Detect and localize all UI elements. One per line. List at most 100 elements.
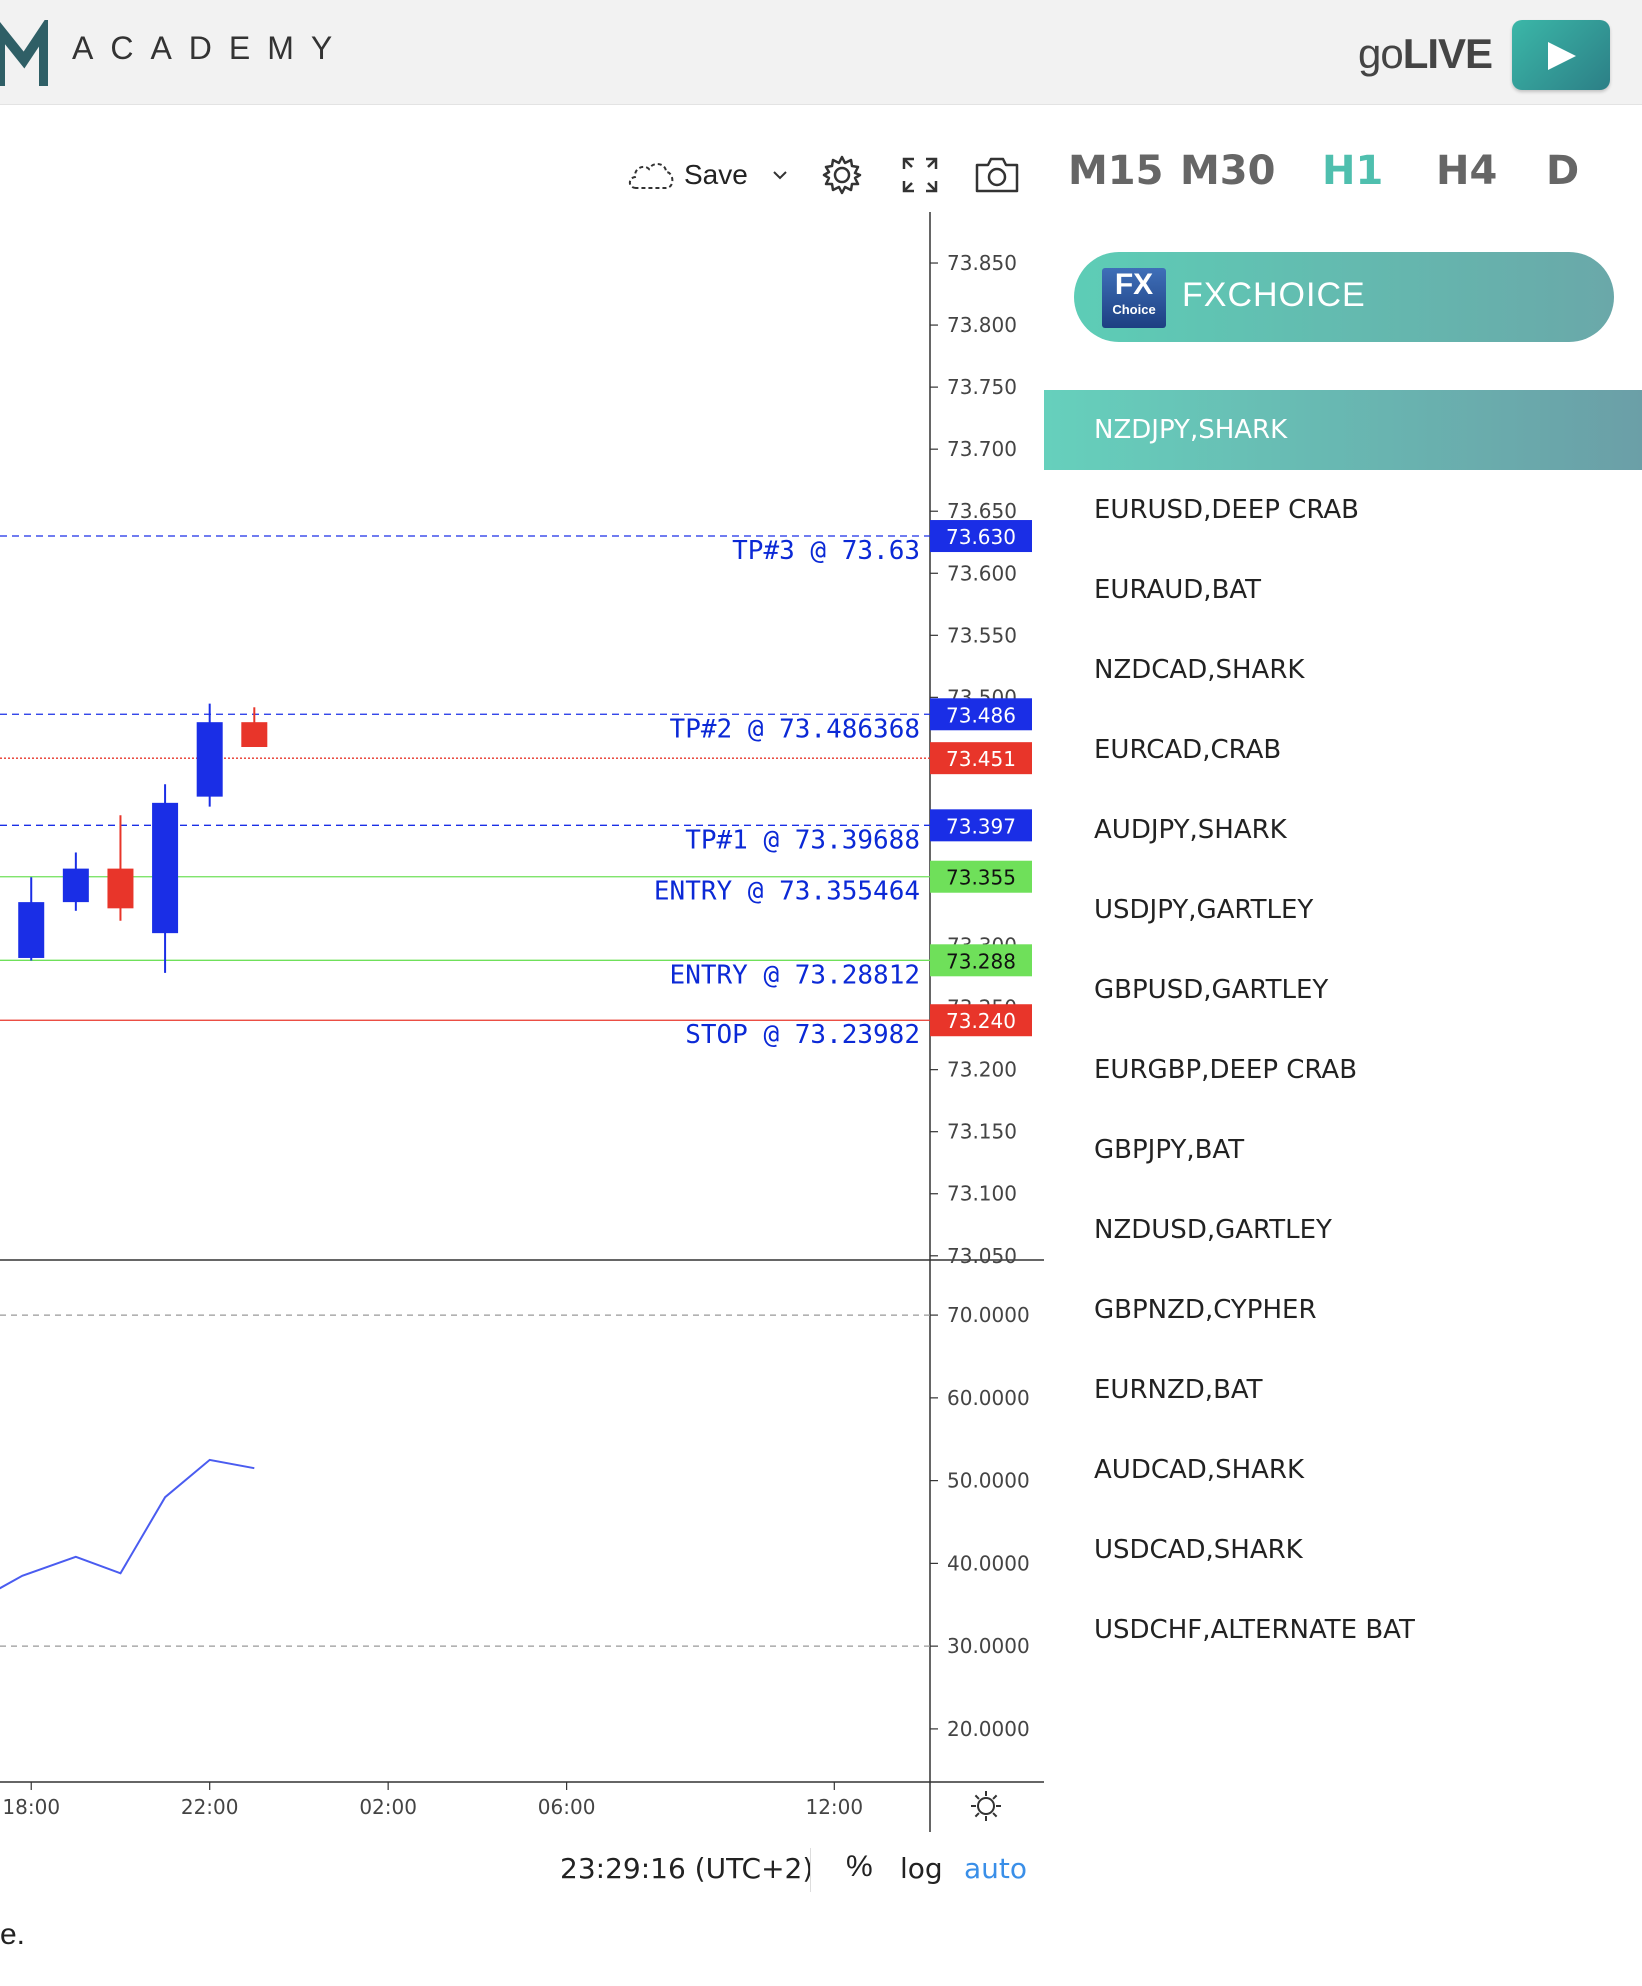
broker-name: FXCHOICE	[1182, 276, 1366, 314]
chart-bottom-bar: 23:29:16 (UTC+2) % log auto	[0, 1834, 1044, 1904]
price-tag	[930, 698, 1032, 731]
price-tick-label: 73.850	[947, 251, 1017, 275]
price-tick-label: 73.600	[947, 561, 1017, 585]
cloud-icon	[628, 163, 674, 189]
price-tick-label: 73.100	[947, 1182, 1017, 1206]
price-tag-label: 73.397	[946, 814, 1016, 838]
m-logo-icon	[0, 20, 48, 86]
price-tag-label: 73.486	[946, 703, 1016, 727]
pattern-item[interactable]: NZDJPY,SHARK	[1044, 390, 1642, 470]
candle-body	[62, 868, 89, 903]
pattern-item[interactable]: NZDUSD,GARTLEY	[1094, 1215, 1332, 1245]
golive-play-button[interactable]	[1512, 20, 1610, 90]
candle-body	[196, 722, 223, 797]
pattern-item[interactable]: GBPNZD,CYPHER	[1094, 1295, 1317, 1325]
pattern-item[interactable]: EURGBP,DEEP CRAB	[1094, 1055, 1358, 1085]
time-tick-label: 02:00	[359, 1795, 417, 1819]
timeframe-h4[interactable]: H4	[1436, 148, 1498, 194]
level-label: STOP @ 73.23982	[685, 1020, 920, 1050]
indicator-tick-label: 50.0000	[947, 1469, 1030, 1493]
screenshot-button[interactable]	[974, 138, 1020, 212]
chart-clock[interactable]: 23:29:16 (UTC+2)	[560, 1852, 814, 1885]
time-tick-label: 12:00	[805, 1795, 863, 1819]
axis-settings-icon[interactable]	[971, 1791, 1001, 1821]
level-label: TP#1 @ 73.39688	[685, 825, 920, 855]
pattern-item[interactable]: NZDCAD,SHARK	[1094, 655, 1305, 685]
gear-icon	[822, 155, 862, 195]
price-tick-label: 73.550	[947, 623, 1017, 647]
camera-icon	[975, 157, 1019, 193]
timeframe-h1[interactable]: H1	[1322, 148, 1384, 194]
indicator-tick-label: 20.0000	[947, 1717, 1030, 1741]
footer-text-fragment: e.	[0, 1918, 26, 1951]
indicator-tick-label: 30.0000	[947, 1634, 1030, 1658]
pattern-item[interactable]: EURUSD,DEEP CRAB	[1094, 495, 1359, 525]
price-tick-label: 73.050	[947, 1244, 1017, 1268]
price-tag	[930, 742, 1032, 775]
pattern-item[interactable]: GBPUSD,GARTLEY	[1094, 975, 1329, 1005]
golive-bold: LIVE	[1402, 30, 1493, 77]
price-tag	[930, 809, 1032, 842]
chevron-down-icon	[773, 171, 787, 180]
price-tick-label: 73.750	[947, 375, 1017, 399]
level-label: TP#2 @ 73.486368	[670, 714, 920, 744]
chart-toolbar: Save	[0, 138, 1044, 212]
save-menu-button[interactable]	[770, 138, 790, 212]
price-tick-label: 73.700	[947, 437, 1017, 461]
pattern-item[interactable]: USDCAD,SHARK	[1094, 1535, 1303, 1565]
save-button[interactable]: Save	[626, 138, 748, 212]
time-tick-label: 22:00	[181, 1795, 239, 1819]
timeframe-m15[interactable]: M15	[1068, 148, 1164, 194]
indicator-tick-label: 60.0000	[947, 1386, 1030, 1410]
pattern-item[interactable]: AUDJPY,SHARK	[1094, 815, 1287, 845]
candle-body	[18, 902, 45, 958]
golive-logo[interactable]: goLIVE	[1358, 30, 1493, 78]
price-tag-label: 73.355	[946, 866, 1016, 890]
indicator-line	[0, 1458, 255, 1590]
save-label: Save	[684, 159, 748, 190]
fullscreen-button[interactable]	[900, 138, 940, 212]
price-tag-label: 73.288	[946, 949, 1016, 973]
pattern-item[interactable]: EURCAD,CRAB	[1094, 735, 1282, 765]
settings-button[interactable]	[820, 138, 864, 212]
app-header: ACADEMY goLIVE	[0, 0, 1642, 105]
chart-canvas[interactable]: 73.850 73.800 73.750 73.700 73.650 73.600 73.5…	[0, 212, 1044, 1832]
pattern-item[interactable]: GBPJPY,BAT	[1094, 1135, 1245, 1165]
logo-fx-text: FX	[1114, 268, 1154, 301]
logo-choice-text: Choice	[1112, 302, 1156, 317]
divider	[810, 1848, 811, 1892]
price-tag	[930, 860, 1032, 893]
price-tick-label: 73.200	[947, 1058, 1017, 1082]
pattern-item[interactable]: USDJPY,GARTLEY	[1094, 895, 1314, 925]
price-tick-label: 73.650	[947, 499, 1017, 523]
fxchoice-logo: FX Choice	[1102, 268, 1166, 328]
indicator-tick-label: 40.0000	[947, 1551, 1030, 1575]
price-tick-label: 73.150	[947, 1120, 1017, 1144]
indicator-tick-label: 70.0000	[947, 1303, 1030, 1327]
price-chart[interactable]: 73.850 73.800 73.750 73.700 73.650 73.600 73.5…	[0, 212, 1044, 1832]
pattern-item[interactable]: USDCHF,ALTERNATE BAT	[1094, 1615, 1415, 1645]
time-tick-label: 18:00	[2, 1795, 60, 1819]
price-tag-label: 73.240	[946, 1009, 1016, 1033]
timeframe-m30[interactable]: M30	[1180, 148, 1276, 194]
candle-body	[241, 722, 268, 747]
price-tag	[930, 520, 1032, 553]
pattern-item[interactable]: EURNZD,BAT	[1094, 1375, 1263, 1405]
broker-brand-pill[interactable]: FX Choice FXCHOICE	[1074, 252, 1614, 342]
pattern-item[interactable]: AUDCAD,SHARK	[1094, 1455, 1305, 1485]
auto-scale-toggle[interactable]: auto	[964, 1852, 1028, 1885]
price-tag	[930, 1004, 1032, 1037]
log-scale-toggle[interactable]: log	[900, 1852, 943, 1885]
golive-prefix: go	[1358, 30, 1404, 77]
price-tick-label: 73.800	[947, 313, 1017, 337]
academy-logo-text: ACADEMY	[72, 30, 350, 66]
play-icon	[1548, 42, 1576, 70]
level-label: ENTRY @ 73.28812	[670, 960, 920, 990]
pattern-item[interactable]: EURAUD,BAT	[1094, 575, 1262, 605]
level-label: TP#3 @ 73.63	[732, 536, 920, 566]
percent-scale-toggle[interactable]: %	[846, 1850, 873, 1883]
timeframe-d[interactable]: D	[1546, 148, 1580, 194]
price-tag-label: 73.451	[946, 747, 1016, 771]
price-tag	[930, 944, 1032, 977]
price-tag-label: 73.630	[946, 525, 1016, 549]
